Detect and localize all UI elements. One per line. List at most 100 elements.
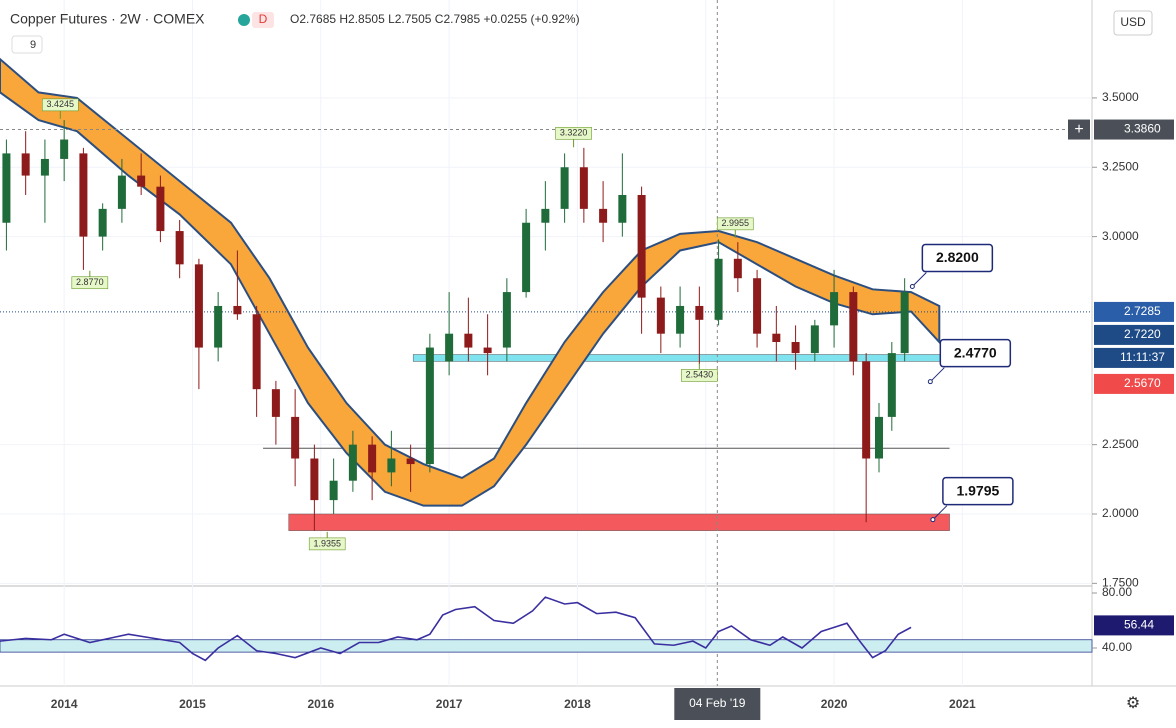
candle-body (406, 458, 415, 465)
last-price-box (1094, 301, 1174, 322)
candle-body (502, 292, 511, 348)
mark-box (71, 276, 109, 290)
candle-body (522, 222, 531, 293)
mark-box (716, 217, 754, 231)
mark-box (555, 126, 592, 140)
candle-body (772, 333, 781, 343)
callout-pointer (929, 367, 945, 383)
callout-point (909, 284, 915, 290)
candle-body (637, 195, 646, 298)
crosshair-price: 3.3860 (1124, 122, 1161, 136)
candle-body (862, 361, 871, 459)
candle-body (464, 333, 473, 348)
candle-body (40, 158, 49, 176)
rsi-band (0, 639, 1093, 653)
badge: D (259, 12, 268, 26)
candle-body (445, 333, 454, 362)
candle-body (194, 264, 203, 348)
callout-point (927, 379, 933, 385)
y-tick-label: 2.0000 (1102, 506, 1139, 520)
candle-body (368, 444, 377, 473)
status-dot (238, 14, 250, 26)
x-tick-label: 2018 (564, 697, 591, 711)
indicator-toggle[interactable] (11, 35, 43, 54)
candle-body (79, 153, 88, 237)
mark-label: 3.4245 (47, 99, 75, 109)
candle-body (695, 305, 704, 320)
candle-body (252, 314, 261, 390)
ohlc: O2.7685 H2.8505 L2.7505 C2.7985 +0.0255 … (290, 12, 580, 26)
callout-pointer (932, 505, 948, 521)
mark-label: 3.3220 (560, 128, 588, 138)
y-tick-label: 3.5000 (1102, 90, 1139, 104)
candle-body (175, 231, 184, 265)
candle-body (137, 175, 146, 187)
currency: USD (1120, 15, 1146, 29)
callout-box (942, 476, 1014, 506)
candle-body (560, 167, 569, 209)
indicator-count: 9 (30, 39, 36, 51)
callout-label: 1.9795 (956, 482, 999, 498)
callout-box (921, 243, 994, 273)
settings-icon[interactable]: ⚙ (1126, 695, 1140, 712)
mark-label: 1.9355 (313, 538, 341, 548)
crosshair-plus-box (1068, 119, 1090, 140)
candle-body (271, 389, 280, 417)
zone (412, 354, 950, 362)
callout-label: 2.8200 (936, 249, 979, 265)
crosshair-time: 04 Feb '19 (689, 696, 746, 710)
zone (288, 513, 950, 531)
candle-body (791, 342, 800, 354)
candle-body (291, 416, 300, 459)
callout-pointer (911, 272, 927, 287)
last-price: 2.7285 (1124, 304, 1161, 318)
candle-body (900, 292, 909, 354)
x-tick-label: 2015 (179, 697, 206, 711)
x-tick-label: 2017 (436, 697, 463, 711)
candle-body (233, 305, 242, 315)
candle-body (483, 347, 492, 354)
candle-body (618, 195, 627, 223)
candle-body (830, 292, 839, 326)
x-tick-label: 2014 (51, 697, 78, 711)
candle-body (214, 305, 223, 348)
y-tick-label: 3.0000 (1102, 229, 1139, 243)
candle-body (753, 278, 762, 334)
badge-box (252, 12, 274, 28)
candle-body (425, 347, 434, 465)
candle-body (676, 305, 685, 334)
currency-button[interactable] (1113, 10, 1153, 36)
callout-box (939, 338, 1012, 368)
mark-label: 2.5430 (686, 370, 714, 380)
candle-body (21, 153, 30, 176)
candle-body (310, 458, 319, 501)
crosshair-plus: + (1074, 121, 1083, 138)
mark-box (308, 537, 346, 551)
price-label: 2.7220 (1124, 327, 1161, 341)
callout-point (930, 517, 936, 523)
y-tick-label: 3.2500 (1102, 159, 1139, 173)
candle-body (348, 444, 357, 481)
price-label-box (1094, 373, 1174, 394)
candle-body (117, 175, 126, 209)
rsi-last-box (1094, 615, 1174, 636)
crosshair-price-box (1094, 119, 1174, 140)
candle-body (156, 186, 165, 232)
candle-body (387, 458, 396, 473)
candle-body (810, 325, 819, 354)
timer: 11:11:37 (1120, 350, 1165, 364)
rsi-tick-label: 40.00 (1102, 640, 1132, 654)
candle-body (874, 416, 883, 459)
x-tick-label: 2016 (307, 697, 334, 711)
mark-label: 2.8770 (76, 277, 104, 287)
price-label: 2.5670 (1124, 376, 1161, 390)
x-tick-label: 2021 (949, 697, 976, 711)
y-tick-label: 1.7500 (1102, 576, 1139, 590)
price-label-box (1094, 324, 1174, 345)
candle-body (599, 208, 608, 223)
mark-label: 2.9955 (722, 218, 750, 228)
callout-label: 2.4770 (954, 344, 997, 360)
candle-body (849, 292, 858, 362)
candle-body (2, 153, 11, 223)
timer-box (1094, 347, 1174, 368)
